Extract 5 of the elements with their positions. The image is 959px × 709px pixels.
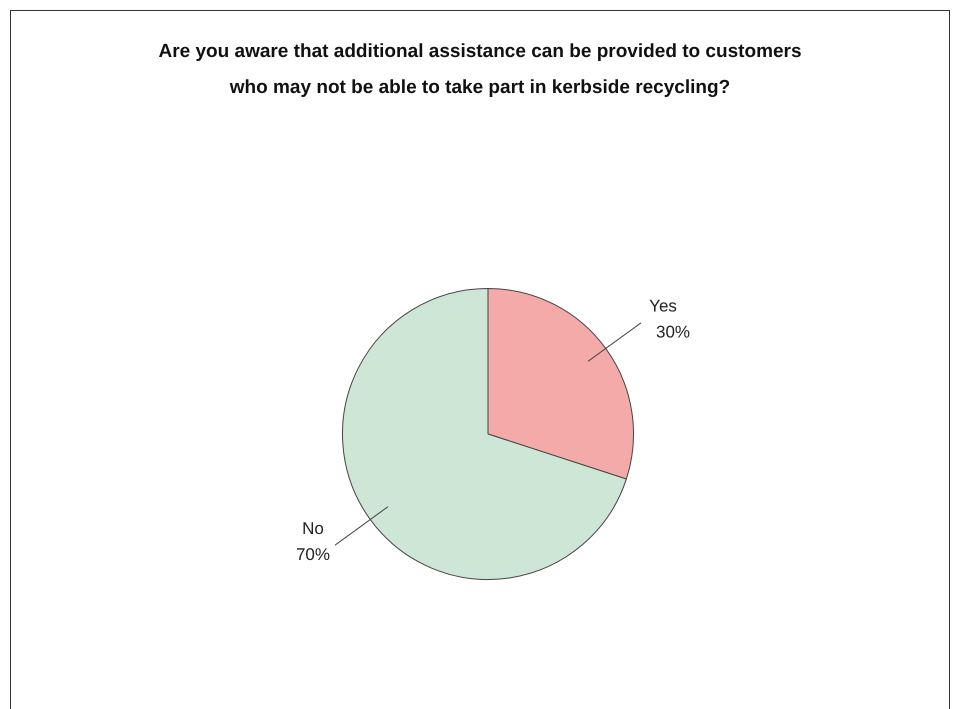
slice-label: Yes (649, 296, 677, 316)
data-label: 30% (656, 322, 690, 342)
chart-title: Are you aware that additional assistance can be provided to customers who may not be able to take part in kerbside recycling? (157, 40, 803, 100)
slice-label: No (302, 518, 324, 538)
data-label: 70% (296, 544, 330, 564)
